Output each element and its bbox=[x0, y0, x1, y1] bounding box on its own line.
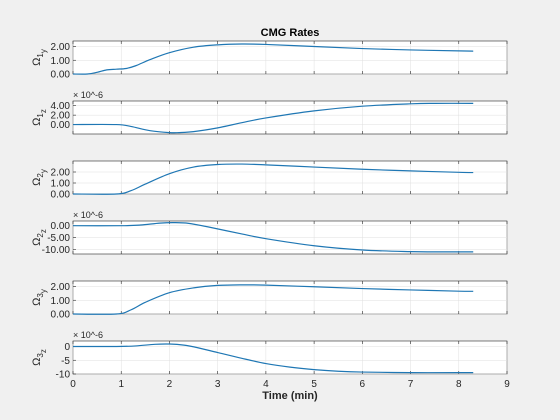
y-axis-label-symbol: Ω bbox=[31, 58, 43, 66]
y-axis-label: Ω2y bbox=[31, 169, 48, 186]
series-line bbox=[72, 222, 474, 253]
y-tick-label: 4.00 bbox=[51, 101, 71, 112]
series-line bbox=[72, 163, 474, 195]
x-tick-label: 7 bbox=[408, 379, 414, 390]
y-axis-label-sub1: 2 bbox=[36, 233, 45, 238]
y-axis-label-sub1: 1 bbox=[36, 53, 45, 58]
x-tick-label: 1 bbox=[118, 379, 124, 390]
chart-title: CMG Rates bbox=[261, 27, 320, 39]
x-tick-label: 4 bbox=[263, 379, 269, 390]
y-tick-label: 2.00 bbox=[51, 42, 71, 53]
y-axis-label-symbol: Ω bbox=[31, 358, 43, 366]
y-tick-label: 0.00 bbox=[51, 221, 71, 232]
y-axis-label: Ω1y bbox=[31, 49, 48, 66]
subplot-2: 0.002.004.00× 10^-6 Ω1z bbox=[31, 90, 508, 135]
y-tick-label: 2.00 bbox=[51, 282, 71, 293]
x-tick-label: 3 bbox=[215, 379, 221, 390]
y-tick-label: 2.00 bbox=[51, 111, 71, 122]
x-tick-label: 9 bbox=[504, 379, 510, 390]
y-axis-label-sub2: z bbox=[39, 229, 48, 233]
x-axis-label: Time (min) bbox=[262, 390, 318, 402]
y-tick-label: 1.00 bbox=[51, 56, 71, 67]
y-axis-label: Ω2z bbox=[31, 229, 48, 246]
series-line bbox=[72, 343, 474, 374]
x-tick-label: 0 bbox=[70, 379, 76, 390]
y-tick-label: 1.00 bbox=[51, 179, 71, 190]
y-axis-label-symbol: Ω bbox=[31, 178, 43, 186]
x-tick-label: 2 bbox=[167, 379, 173, 390]
y-axis-label-sub2: y bbox=[39, 289, 48, 293]
y-tick-label: 2.00 bbox=[51, 168, 71, 179]
y-tick-label: -10.00 bbox=[42, 245, 71, 256]
y-tick-label: 0.00 bbox=[51, 70, 71, 81]
y-tick-label: -10 bbox=[56, 370, 71, 381]
series-line bbox=[72, 43, 474, 75]
y-axis-label-sub1: 3 bbox=[36, 293, 45, 298]
y-axis-label-symbol: Ω bbox=[31, 298, 43, 306]
x-tick-label: 5 bbox=[311, 379, 317, 390]
y-tick-label: 0.00 bbox=[51, 120, 71, 131]
y-axis-label: Ω1z bbox=[31, 109, 48, 126]
y-axis-label-sub1: 1 bbox=[36, 113, 45, 118]
x-tick-label: 6 bbox=[360, 379, 366, 390]
y-axis-label-sub2: z bbox=[39, 349, 48, 353]
y-axis-label-sub2: z bbox=[39, 109, 48, 113]
x-tick-label: 8 bbox=[456, 379, 462, 390]
y-axis-label-sub2: y bbox=[39, 49, 48, 53]
y-exponent-label: × 10^-6 bbox=[73, 330, 103, 340]
y-tick-label: -5 bbox=[61, 356, 70, 367]
y-axis-label: Ω3y bbox=[31, 289, 48, 306]
y-axis-label-symbol: Ω bbox=[31, 238, 43, 246]
series-line bbox=[72, 102, 474, 134]
y-tick-label: 1.00 bbox=[51, 296, 71, 307]
subplot-4: -10.00-5.000.00× 10^-6 Ω2z bbox=[31, 210, 508, 256]
y-axis-label-sub1: 3 bbox=[36, 353, 45, 358]
y-tick-label: -5.00 bbox=[47, 233, 70, 244]
y-axis-label-symbol: Ω bbox=[31, 118, 43, 126]
y-axis-label-sub1: 2 bbox=[36, 173, 45, 178]
y-tick-label: 0 bbox=[64, 342, 70, 353]
y-axis-label-sub2: y bbox=[39, 169, 48, 173]
y-exponent-label: × 10^-6 bbox=[73, 90, 103, 100]
y-exponent-label: × 10^-6 bbox=[73, 210, 103, 220]
y-axis-label: Ω3z bbox=[31, 349, 48, 366]
series-line bbox=[72, 284, 474, 315]
y-tick-label: 0.00 bbox=[51, 310, 71, 321]
y-tick-label: 0.00 bbox=[51, 190, 71, 201]
